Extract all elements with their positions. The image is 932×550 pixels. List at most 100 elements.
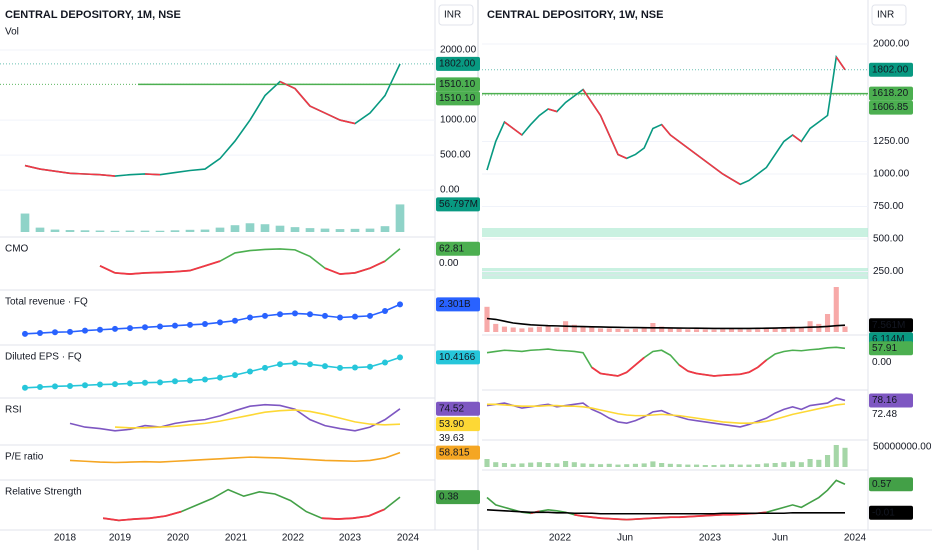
indicator-dot [142,379,148,386]
volume-bar [597,328,604,332]
indicator-line-negative [159,270,176,274]
indicator-line-negative [99,265,116,274]
price-down [608,134,619,155]
indicator-dot [247,368,253,375]
volume-bar [650,461,656,467]
currency-button[interactable] [438,4,474,26]
price-badge [436,297,480,312]
indicator-line-negative [696,372,706,376]
volume-bar [720,329,726,332]
price-badge-label: -0.01 [872,507,895,518]
price-tick: 250.00 [873,266,904,277]
indicator-dot [367,363,373,370]
volume-bar [720,464,726,467]
indicator-line-negative [617,371,628,377]
volume-bar [380,226,390,232]
volume-bar [772,463,778,467]
volume-bar [80,230,90,232]
indicator-line-negative [324,267,341,275]
indicator-dot [322,312,328,319]
price-down [512,127,523,136]
volume-bar [536,326,542,332]
price-badge-label: 2.301B [439,299,471,310]
price-down [24,164,41,170]
indicator-line-negative [687,370,697,375]
indicator-line-negative [591,366,602,375]
price-badge-label: 72.48 [872,409,897,420]
indicator-line-negative [574,513,584,518]
price-badge [436,197,480,212]
price-down [617,153,628,160]
volume-bar [493,323,499,332]
volume-bar [20,213,30,232]
price-down [687,147,698,156]
indicator-dot [322,363,328,370]
currency[interactable]: INR [877,10,894,21]
volume-bar [641,328,647,332]
indicator-dot [82,382,88,389]
indicator-line-negative [626,364,637,373]
volume-bar [763,328,769,332]
price-badge-label: 1606.85 [872,102,909,113]
indicator-line-negative [600,372,610,376]
price-badge [436,91,480,106]
time-label: 2020 [167,533,190,544]
indicator-line-negative [337,517,354,520]
price-down [713,166,724,175]
indicator-line-negative [102,517,119,522]
price-down [582,89,593,103]
volume-bar [493,462,499,467]
volume-bar [842,326,848,332]
volume-bar [685,464,691,467]
volume-bar [554,463,560,467]
volume-bar [320,228,330,232]
indicator-dot [142,324,148,331]
price-badge-label: 62.81 [439,243,464,254]
indicator-label: RSI [5,405,22,416]
indicator-dot [37,330,43,337]
volume-bar [35,227,45,232]
price-badge [436,350,480,365]
indicator-dot [67,382,73,389]
indicator-dot [262,364,268,371]
volume-bar [200,229,210,232]
price-tick: 1250.00 [873,136,910,147]
indicator-label: P/E ratio [5,452,44,463]
volume-bar [798,327,804,332]
volume-bar [125,230,135,232]
indicator-dot [127,380,133,387]
price-badge-label: 74.52 [439,403,464,414]
volume-bar [275,225,285,232]
price-tick: 750.00 [873,201,904,212]
volume-bar [676,464,682,467]
indicator-line-negative [582,515,592,519]
indicator-dot [187,377,193,384]
time-label: 2023 [699,533,722,544]
price-down [144,173,161,176]
indicator-dot [307,311,313,318]
volume-bar [685,329,691,332]
indicator-dot [22,384,28,391]
indicator-dot [397,301,403,308]
price-badge-label: 7.561M [872,320,905,331]
volume-bar [615,464,621,467]
indicator-dot [292,310,298,317]
price-badge [436,490,480,505]
price-badge [436,77,480,92]
price-badge [869,477,913,492]
indicator-dot [277,361,283,368]
indicator-dot [232,317,238,324]
currency[interactable]: INR [444,10,461,21]
time-label: 2022 [549,533,572,544]
volume-bar [711,465,717,467]
volume-bar [667,328,673,332]
indicator-dot [262,312,268,319]
price-badge [436,417,480,432]
indicator-line-negative [189,264,206,272]
zone [482,268,868,279]
price-down [324,112,341,121]
volume-bar [737,464,743,467]
currency-button[interactable] [871,4,907,26]
volume-bar [781,327,787,332]
